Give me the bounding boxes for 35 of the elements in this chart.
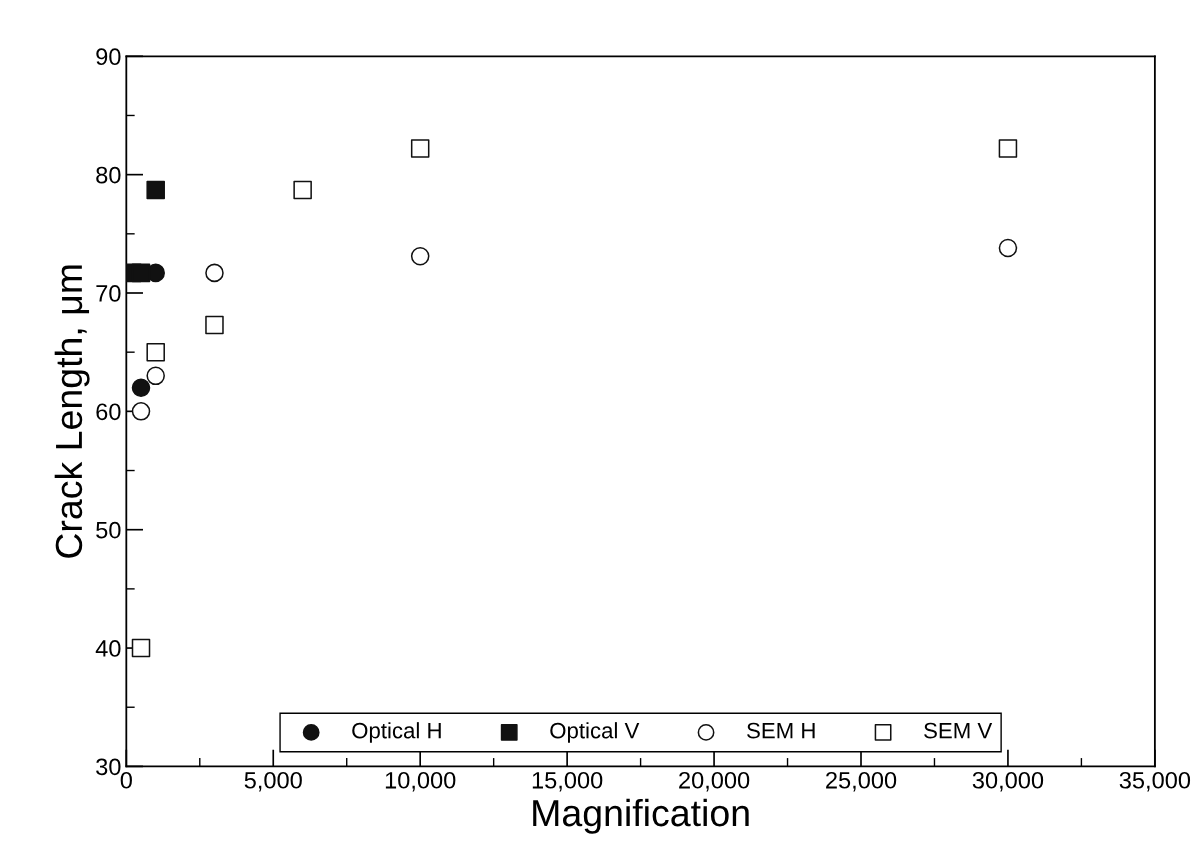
point: [131, 638, 151, 658]
point: [998, 238, 1018, 258]
y-tick-label: 80: [96, 166, 121, 184]
point: [131, 378, 151, 397]
legend-label: SEM H: [747, 722, 815, 739]
point: [410, 247, 430, 266]
x-tick-label: 35,000: [1119, 771, 1191, 792]
point: [293, 180, 312, 200]
point: [410, 139, 430, 158]
x-tick-label: 0: [120, 771, 132, 789]
point: [146, 180, 165, 200]
legend-label: Optical H: [352, 722, 441, 743]
point: [131, 402, 151, 421]
x-tick-label: 25,000: [826, 771, 897, 792]
y-tick-label: 30: [96, 758, 121, 776]
x-tick-label: 10,000: [385, 771, 456, 792]
x-tick-label: 20,000: [679, 771, 750, 792]
legend-label: SEM V: [924, 722, 993, 739]
x-tick-label: 30,000: [972, 771, 1044, 792]
point: [205, 315, 224, 335]
x-tick-label: 5,000: [244, 771, 302, 792]
y-axis-title: Crack Length, μm: [54, 265, 90, 558]
point: [146, 342, 165, 362]
legend-label: Optical V: [550, 722, 640, 743]
y-tick-label: 70: [96, 285, 121, 302]
x-tick-label: 15,000: [532, 771, 603, 792]
point: [205, 263, 224, 283]
x-axis-title: Magnification: [533, 798, 749, 834]
point: [146, 366, 165, 386]
point: [131, 263, 151, 283]
point: [998, 139, 1018, 158]
y-tick-label: 90: [96, 48, 121, 66]
y-tick-label: 40: [95, 640, 121, 657]
y-tick-label: 50: [96, 521, 121, 539]
y-tick-label: 60: [96, 403, 121, 421]
